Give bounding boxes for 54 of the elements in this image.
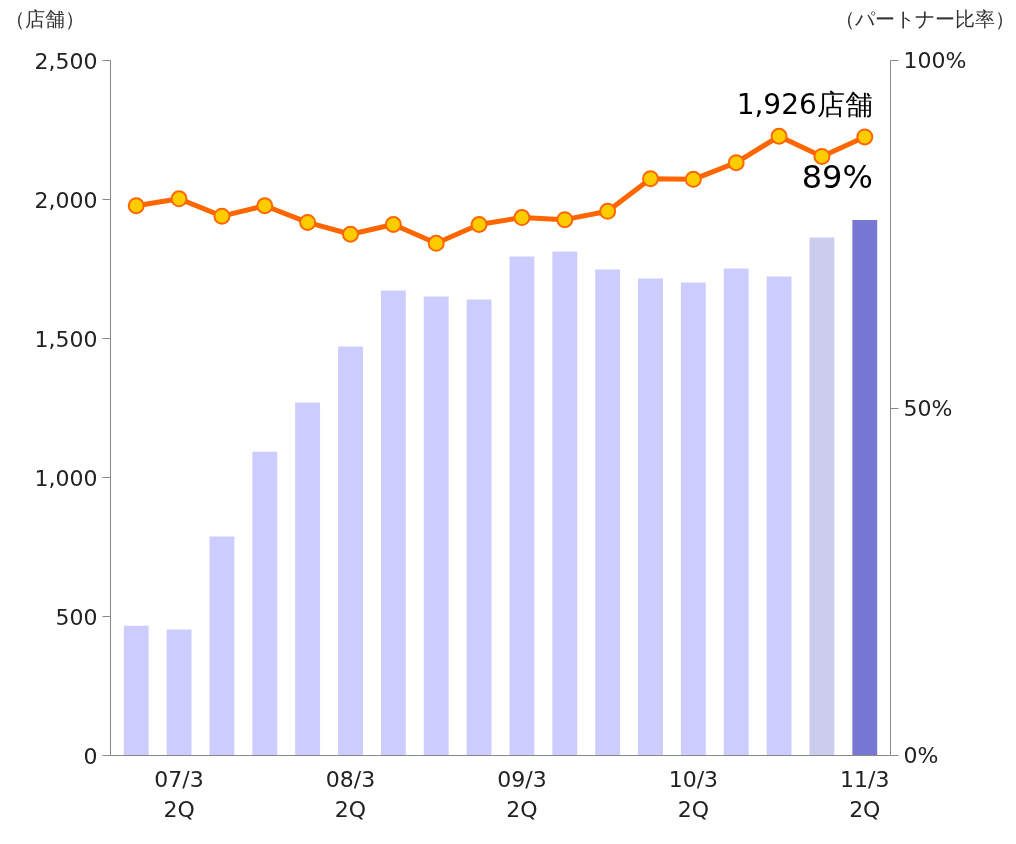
y2-tick-label: 50%: [903, 395, 953, 421]
point: [427, 234, 445, 252]
bar: [123, 625, 149, 756]
bar: [852, 220, 878, 756]
bar: [423, 296, 449, 756]
bar: [295, 402, 321, 756]
bar: [166, 629, 192, 756]
x-tick-label: 09/3 2Q: [497, 766, 547, 822]
bar: [338, 346, 363, 756]
x-tick-label: 07/3 2Q: [154, 766, 204, 822]
point: [213, 207, 231, 225]
annotation: 89%: [801, 157, 873, 196]
bar: [766, 276, 792, 756]
x-tick-label: 10/3 2Q: [668, 766, 719, 822]
y2-tick-label: 0%: [903, 743, 939, 768]
point: [127, 197, 145, 215]
bar: [595, 269, 621, 756]
point: [813, 147, 831, 165]
bar: [466, 299, 492, 756]
bar: [209, 536, 235, 756]
bar: [723, 268, 749, 756]
bar: [252, 451, 278, 756]
y2-axis-title: （パートナー比率）: [835, 6, 1015, 33]
bar: [380, 290, 406, 756]
point: [256, 197, 274, 215]
bar: [552, 251, 578, 756]
point: [556, 211, 574, 229]
point: [684, 170, 702, 188]
y-tick-label: 1,500: [34, 326, 98, 352]
y-tick-label: 0: [83, 743, 98, 769]
point: [342, 225, 359, 243]
point: [384, 216, 402, 234]
point: [170, 190, 188, 208]
y-tick-label: 2,500: [34, 48, 98, 74]
y-axis-title: （店舗）: [5, 6, 85, 33]
y-tick-label: 1,000: [34, 465, 98, 491]
point: [727, 154, 745, 172]
bar: [680, 282, 706, 756]
point: [599, 202, 617, 220]
y-tick-label: 2,000: [34, 187, 98, 213]
x-tick-label: 11/3 2Q: [840, 766, 890, 822]
point: [299, 213, 317, 231]
annotation: 1,926店舗: [736, 87, 873, 121]
bar: [509, 256, 535, 756]
y-tick-label: 500: [55, 604, 98, 630]
point: [856, 128, 874, 146]
bar: [809, 237, 835, 756]
point: [770, 127, 788, 145]
point: [470, 216, 488, 234]
x-tick-label: 08/3 2Q: [325, 766, 376, 822]
bar: [638, 278, 663, 756]
y2-tick-label: 100%: [903, 48, 967, 73]
point: [642, 170, 659, 188]
point: [513, 209, 531, 227]
